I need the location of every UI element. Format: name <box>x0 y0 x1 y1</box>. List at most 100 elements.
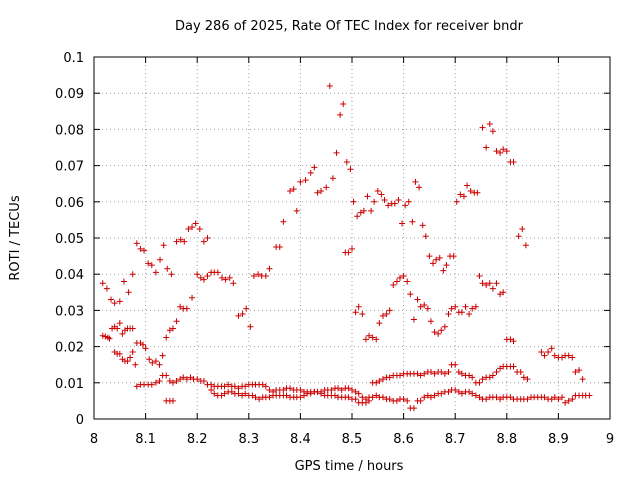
data-points <box>99 82 593 412</box>
data-point <box>211 390 218 397</box>
data-point <box>421 370 428 377</box>
grid-lines <box>94 57 610 419</box>
data-point <box>302 177 309 184</box>
data-point <box>156 361 163 368</box>
data-point <box>452 361 459 368</box>
chart-title: Day 286 of 2025, Rate Of TEC Index for r… <box>175 19 524 34</box>
data-point <box>333 149 340 156</box>
data-point <box>311 164 318 171</box>
data-point <box>483 282 490 289</box>
data-point <box>541 352 548 359</box>
data-point <box>548 345 555 352</box>
data-point <box>385 202 392 209</box>
data-point <box>148 262 155 269</box>
data-point <box>441 370 448 377</box>
data-point <box>347 166 354 173</box>
data-point <box>452 303 459 310</box>
data-point <box>417 397 424 404</box>
data-point <box>183 376 190 383</box>
data-point <box>166 327 173 334</box>
x-tick-label: 9 <box>606 432 614 447</box>
data-point <box>400 396 407 403</box>
data-point <box>493 148 500 155</box>
data-point <box>497 291 504 298</box>
data-point <box>391 200 398 207</box>
data-point <box>255 271 262 278</box>
data-point <box>517 368 524 375</box>
data-point <box>129 325 136 332</box>
data-point <box>354 213 361 220</box>
data-point <box>555 396 562 403</box>
data-point <box>407 291 414 298</box>
data-point <box>362 399 369 406</box>
data-point <box>124 358 131 365</box>
data-point <box>497 396 504 403</box>
data-point <box>280 387 287 394</box>
data-point <box>323 184 330 191</box>
data-point <box>548 396 555 403</box>
data-point <box>483 144 490 151</box>
data-point <box>362 336 369 343</box>
data-point <box>421 301 428 308</box>
data-point <box>276 244 283 251</box>
data-point <box>460 193 467 200</box>
data-point <box>181 238 188 245</box>
data-point <box>226 274 233 281</box>
data-point <box>256 396 263 403</box>
data-point <box>524 396 531 403</box>
data-point <box>280 218 287 225</box>
data-point <box>445 368 452 375</box>
data-point <box>507 336 514 343</box>
data-point <box>452 387 459 394</box>
data-point <box>129 349 136 356</box>
data-point <box>433 256 440 263</box>
data-point <box>208 387 215 394</box>
data-point <box>453 198 460 205</box>
data-point <box>189 294 196 301</box>
data-point <box>345 385 352 392</box>
data-point <box>326 82 333 89</box>
data-point <box>486 120 493 127</box>
data-point <box>431 392 438 399</box>
data-point <box>290 186 297 193</box>
x-tick-labels: 8 8.1 8.2 8.3 8.4 8.5 8.6 8.7 8.8 8.9 9 <box>90 432 614 447</box>
data-point <box>116 298 123 305</box>
data-point <box>366 332 373 339</box>
data-point <box>476 394 483 401</box>
y-tick-label: 0 <box>76 413 84 428</box>
data-point <box>483 396 490 403</box>
data-point <box>328 387 335 394</box>
data-point <box>301 392 308 399</box>
data-point <box>405 198 412 205</box>
data-point <box>476 273 483 280</box>
data-point <box>194 376 201 383</box>
data-point <box>430 260 437 267</box>
data-point <box>349 245 355 252</box>
data-point <box>218 274 225 281</box>
data-point <box>359 311 366 318</box>
data-point <box>469 390 476 397</box>
data-point <box>187 374 194 381</box>
data-point <box>381 196 388 203</box>
data-point <box>510 363 517 370</box>
y-tick-label: 0.01 <box>55 377 84 392</box>
data-point <box>156 377 163 384</box>
data-point <box>283 392 290 399</box>
data-point <box>395 196 402 203</box>
data-point <box>149 359 156 366</box>
data-point <box>500 146 507 153</box>
data-point <box>189 224 196 231</box>
data-point <box>474 189 481 196</box>
x-tick-label: 8.8 <box>496 432 517 447</box>
data-point <box>360 207 367 214</box>
data-point <box>576 367 583 374</box>
data-point <box>183 305 190 312</box>
data-point <box>410 405 417 412</box>
data-point <box>417 303 424 310</box>
data-point <box>297 394 304 401</box>
data-point <box>102 333 109 340</box>
data-point <box>376 320 383 327</box>
data-point <box>235 385 242 392</box>
data-point <box>424 392 431 399</box>
data-point <box>399 220 406 227</box>
